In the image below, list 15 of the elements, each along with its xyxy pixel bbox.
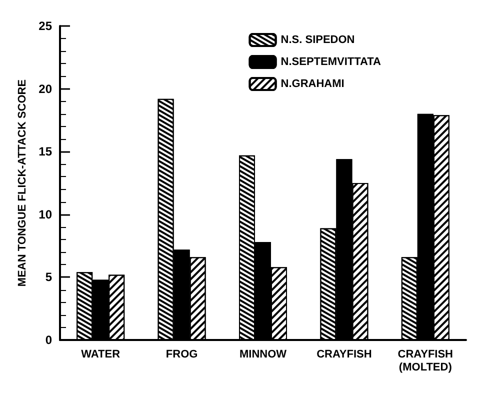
legend-label: N.SEPTEMVITTATA bbox=[280, 56, 382, 68]
y-tick-label: 25 bbox=[38, 19, 52, 33]
x-tick-label: FROG bbox=[166, 348, 198, 360]
legend-label: N.GRAHAMI bbox=[280, 78, 344, 90]
x-tick-label: MINNOW bbox=[239, 348, 288, 360]
y-tick-label: 5 bbox=[45, 270, 52, 284]
y-axis-title: MEAN TONGUE FLICK-ATTACK SCORE bbox=[16, 79, 28, 287]
y-tick-label: 0 bbox=[45, 333, 52, 347]
x-tick-label: CRAYFISH bbox=[316, 348, 372, 360]
x-tick-label: CRAYFISH (MOLTED) bbox=[398, 348, 454, 374]
y-tick-label: 15 bbox=[38, 144, 52, 159]
x-tick-label: WATER bbox=[81, 348, 120, 360]
y-tick-label: 10 bbox=[38, 207, 52, 222]
legend-label: N.S. SIPEDON bbox=[280, 34, 355, 46]
y-tick-label: 20 bbox=[38, 82, 52, 96]
